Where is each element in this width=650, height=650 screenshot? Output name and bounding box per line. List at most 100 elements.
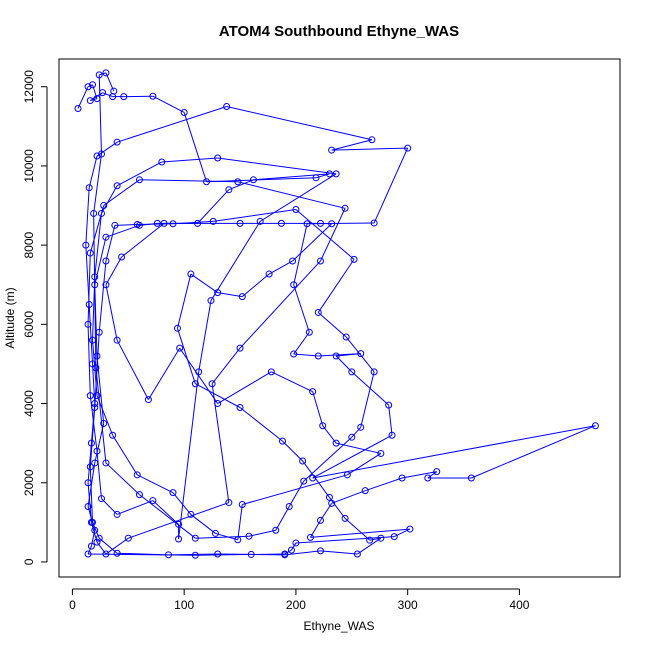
data-point — [113, 336, 121, 344]
y-tick-label: 8000 — [22, 231, 36, 258]
data-point — [133, 471, 141, 479]
data-point — [317, 257, 325, 265]
series-line-segment — [96, 541, 107, 555]
data-point — [366, 536, 374, 544]
chart-title: ATOM4 Southbound Ethyne_WAS — [219, 23, 459, 40]
data-point — [328, 499, 336, 507]
series-line-segment — [329, 497, 346, 519]
data-point — [377, 534, 385, 542]
series-line-segment — [239, 260, 321, 349]
series-line-segment — [190, 273, 218, 294]
series-line-segment — [293, 284, 310, 333]
data-point — [113, 138, 121, 146]
series-line-segment — [87, 443, 92, 483]
series-line-segment — [87, 482, 92, 523]
data-point — [133, 221, 141, 229]
data-point — [591, 422, 599, 430]
data-point — [314, 352, 322, 360]
data-point — [149, 92, 157, 100]
plot-frame — [58, 58, 621, 578]
series-line-segment — [282, 440, 303, 462]
series-line-segment — [101, 498, 118, 515]
data-point — [236, 219, 244, 227]
data-point — [92, 364, 100, 372]
x-tick-label: 300 — [398, 598, 418, 612]
series-line-segment — [87, 253, 91, 325]
data-point — [194, 219, 202, 227]
series-line-segment — [95, 367, 107, 463]
series-line-segment — [271, 371, 313, 393]
series-line-segment — [241, 273, 270, 297]
data-point — [169, 220, 177, 228]
series-line-segment — [168, 553, 218, 556]
series-line-segment — [268, 260, 293, 275]
series-line-segment — [98, 74, 102, 155]
series-line-segment — [320, 208, 346, 262]
data-point — [290, 350, 298, 358]
series-line-segment — [85, 187, 90, 246]
data-point — [238, 501, 246, 509]
data-point — [89, 81, 97, 89]
data-point — [214, 400, 222, 408]
data-point — [289, 257, 297, 265]
data-point — [86, 463, 94, 471]
data-point — [102, 69, 110, 77]
data-point — [191, 534, 199, 542]
series-line-segment — [357, 537, 382, 555]
series-line-segment — [217, 157, 337, 175]
data-point — [223, 103, 231, 111]
series-line-segment — [351, 426, 362, 438]
x-tick-label: 0 — [69, 598, 76, 612]
data-point — [86, 249, 94, 257]
series-line-segment — [172, 220, 214, 225]
series-line-segment — [335, 355, 353, 373]
data-point — [390, 533, 398, 541]
series-line-segment — [87, 545, 92, 555]
data-point — [91, 404, 99, 412]
data-point — [99, 89, 107, 97]
data-point — [109, 431, 117, 439]
series-line-segment — [121, 222, 165, 258]
data-point — [191, 551, 199, 559]
series-line-segment — [317, 312, 347, 338]
data-point — [97, 495, 105, 503]
data-point — [287, 546, 295, 554]
data-point — [300, 477, 308, 485]
series-line-segment — [322, 425, 337, 444]
data-point — [102, 233, 110, 241]
data-point — [299, 457, 307, 465]
data-point — [277, 219, 285, 227]
series-line-segment — [87, 84, 93, 88]
data-point — [207, 297, 215, 305]
data-point — [325, 170, 333, 178]
data-point — [93, 352, 101, 360]
data-point — [256, 217, 264, 225]
data-point — [357, 350, 365, 358]
series-line-segment — [197, 189, 230, 224]
series-line-segment — [295, 209, 355, 260]
data-point — [234, 536, 242, 544]
data-point — [467, 474, 475, 482]
data-point — [85, 301, 93, 309]
series-layer — [74, 69, 599, 559]
data-point — [290, 281, 298, 289]
series-line-segment — [369, 537, 381, 541]
data-point — [404, 144, 412, 152]
data-point — [267, 368, 275, 376]
series-line-segment — [105, 462, 140, 495]
series-line-segment — [98, 537, 118, 554]
data-point — [225, 186, 233, 194]
data-point — [144, 396, 152, 404]
series-line-segment — [195, 383, 241, 408]
data-point — [348, 368, 356, 376]
series-line-segment — [365, 477, 403, 492]
data-point — [173, 324, 181, 332]
series-line-segment — [303, 436, 353, 482]
data-point — [309, 388, 317, 396]
data-point — [113, 182, 121, 190]
data-point — [160, 219, 168, 227]
series-line-segment — [237, 181, 346, 209]
data-point — [292, 539, 300, 547]
data-point — [135, 176, 143, 184]
data-point — [113, 510, 121, 518]
